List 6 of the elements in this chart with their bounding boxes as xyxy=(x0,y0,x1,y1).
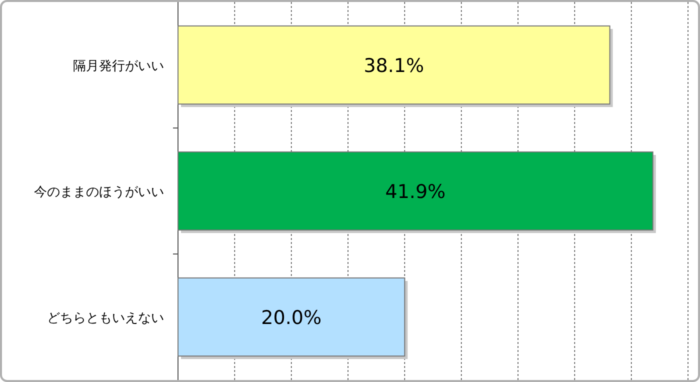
y-tick-label: どちらともいえない xyxy=(47,311,164,326)
data-label: 20.0% xyxy=(261,307,322,329)
y-tick-label: 隔月発行がいい xyxy=(73,59,164,74)
y-tick-label: 今のままのほうがいい xyxy=(34,185,164,200)
data-label: 38.1% xyxy=(364,55,424,77)
data-label: 41.9% xyxy=(385,181,446,203)
